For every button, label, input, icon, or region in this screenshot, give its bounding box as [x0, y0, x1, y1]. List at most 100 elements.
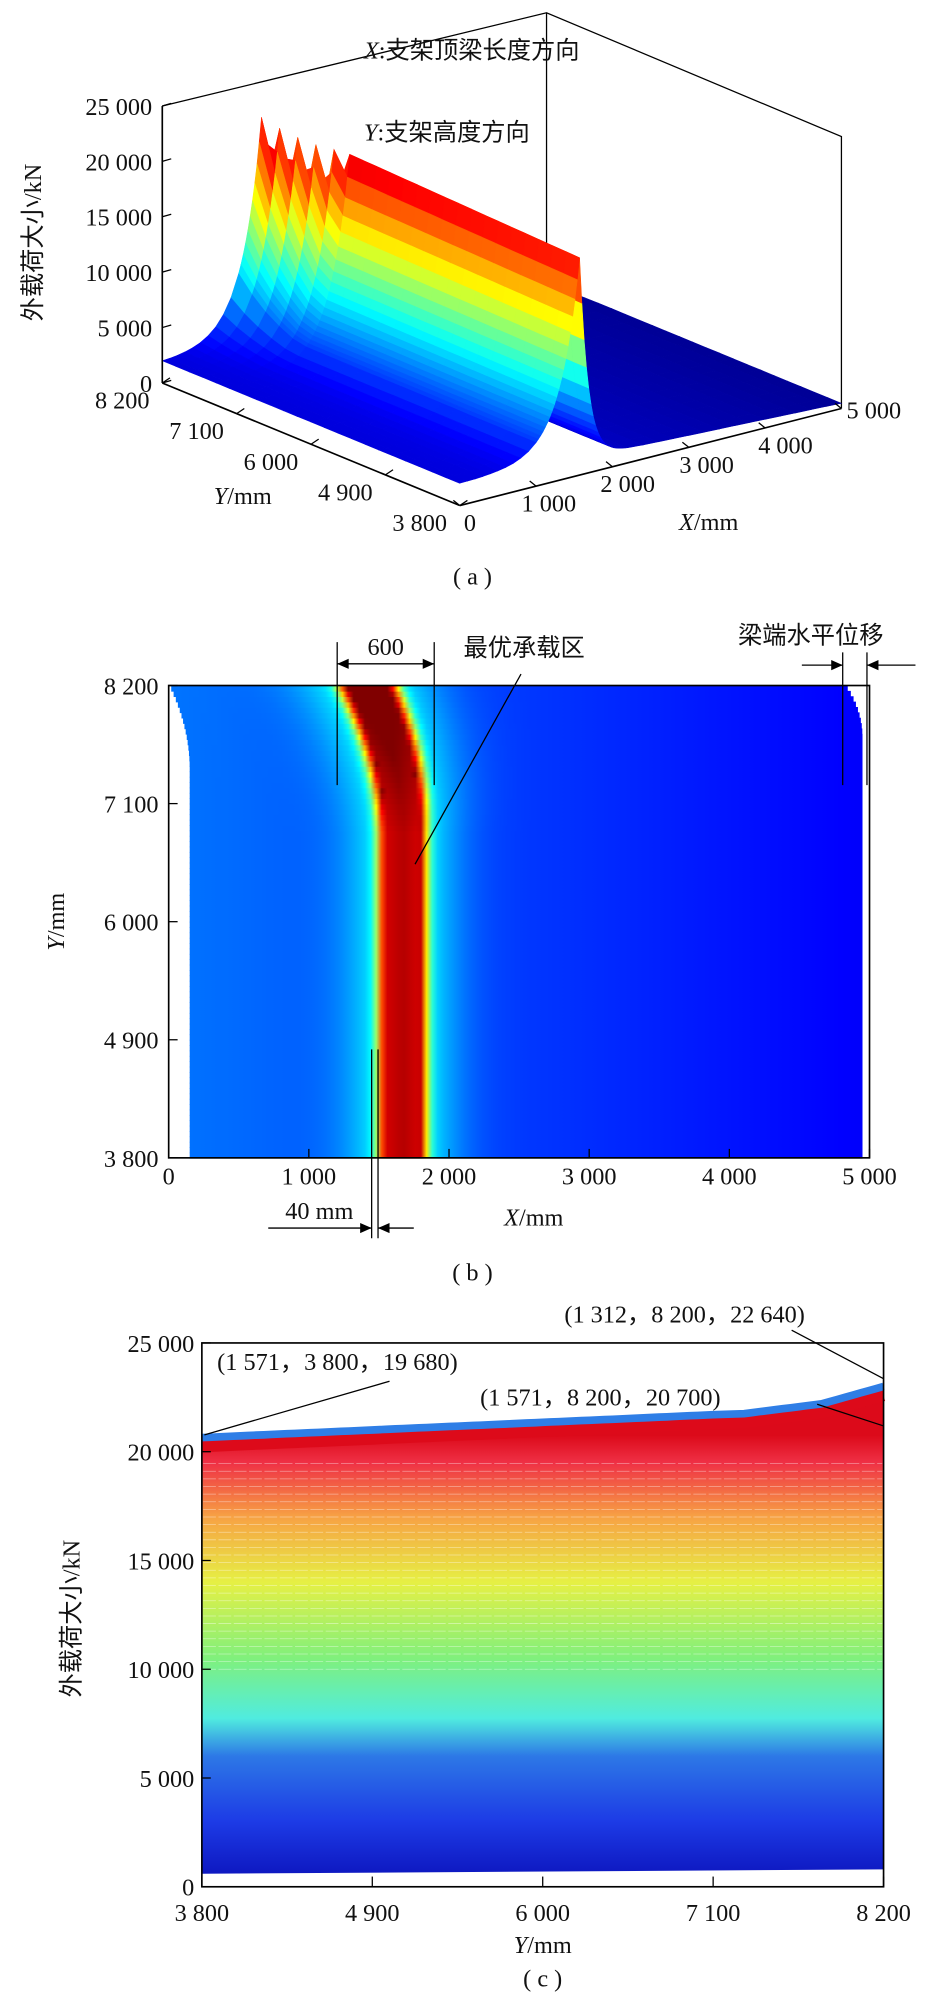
y-tick-label: 5 000 [140, 1766, 195, 1793]
x-tick-label: 4 900 [345, 1900, 400, 1927]
heatmap-row [189, 1012, 863, 1020]
heatmap-row [189, 787, 863, 794]
heatmap-row [189, 862, 863, 869]
panel-c-side-view: 3 800 4 900 6 000 7 100 8 200 0 5 000 10 000 15 … [58, 1302, 911, 1993]
heatmap-row [189, 1104, 863, 1111]
heatmap-row [189, 927, 863, 934]
z-tick-label: 5 000 [98, 316, 153, 343]
x-axis-label-unit: /mm [519, 1205, 564, 1232]
heatmap-row [189, 1050, 863, 1057]
heatmap-row [185, 728, 863, 735]
heatmap-row [189, 1141, 863, 1148]
heatmap-row [189, 782, 863, 789]
optimal-zone-label: 最优承载区 [464, 635, 585, 662]
heatmap-row [183, 717, 861, 724]
y-axis-label-var: Y [43, 935, 70, 951]
heatmap-row [189, 1120, 863, 1127]
y-tick [236, 407, 245, 415]
z-tick [162, 213, 172, 218]
heatmap-row [189, 1002, 863, 1009]
heatmap-row [189, 819, 863, 826]
annotation-peak-8200-max: (1 312，8 200，22 640) [564, 1302, 884, 1380]
annotation-label: (1 312，8 200，22 640) [564, 1302, 804, 1329]
x-tick-label: 2 000 [422, 1164, 477, 1191]
legend-y-desc: :支架高度方向 [377, 119, 529, 146]
z-tick-label: 25 000 [85, 94, 152, 121]
x-axis-label-var: X [678, 509, 695, 536]
heatmap-row [189, 1066, 863, 1073]
heatmap-row [189, 986, 863, 993]
svg-text:Y/mm: Y/mm [43, 893, 70, 951]
heatmap-row [173, 690, 851, 698]
heatmap-row [189, 948, 863, 955]
y-tick-label: 10 000 [128, 1657, 195, 1684]
heatmap-row [177, 701, 856, 708]
y-axis-label-var: Y [214, 483, 230, 510]
y-tick-label: 3 800 [104, 1146, 159, 1173]
heatmap-row [189, 873, 863, 880]
y-tick-label: 7 100 [169, 418, 224, 445]
legend-x-desc: :支架顶梁长度方向 [379, 38, 580, 65]
legend-y-var: Y [364, 119, 380, 146]
heatmap-row [189, 1098, 863, 1105]
x-tick-label: 3 800 [175, 1900, 230, 1927]
y-tick-label: 6 000 [104, 910, 159, 937]
y-tick-label: 15 000 [128, 1548, 195, 1575]
heatmap-row [189, 991, 863, 998]
x-axis-label-unit: /mm [694, 509, 739, 536]
x-tick [452, 499, 461, 507]
heatmap-row [189, 755, 863, 762]
heatmap-row [189, 1136, 863, 1143]
heatmap-row [189, 1039, 863, 1046]
shift-40mm-annotation: 40 mm [268, 1049, 414, 1239]
z-tick [162, 268, 172, 273]
y-tick [310, 438, 320, 445]
heatmap-row [189, 808, 863, 816]
legend: X:支架顶梁长度方向 Y:支架高度方向 [363, 38, 580, 147]
y-axis-label: 外载荷大小/kN [58, 1540, 85, 1698]
heatmap-row [189, 1018, 863, 1025]
heatmap-row [189, 969, 863, 977]
surface-mesh [161, 117, 843, 484]
annotation-peak-3800: (1 571，3 800，19 680) [204, 1349, 458, 1436]
heatmap-row [189, 1045, 863, 1052]
heatmap-row [189, 830, 863, 837]
annotation-label: (1 571，3 800，19 680) [217, 1349, 457, 1376]
y-tick-label: 3 800 [392, 510, 447, 537]
heatmap-row [189, 771, 863, 778]
heatmap-row [181, 712, 860, 719]
y-tick-label: 4 900 [318, 479, 373, 506]
x-axis-label-var: X [503, 1205, 520, 1232]
heatmap-row [189, 1007, 863, 1014]
red-envelope-band [201, 1389, 886, 1453]
x-tick-label: 0 [163, 1164, 175, 1191]
annotation-peak-8200: (1 571，8 200，20 700) [480, 1385, 884, 1427]
y-tick-label: 25 000 [128, 1331, 195, 1358]
svg-text:Y:支架高度方向: Y:支架高度方向 [364, 119, 530, 146]
heatmap-row [189, 959, 863, 966]
mesh-lines [203, 1463, 883, 1670]
y-axis-label-unit: /mm [43, 893, 70, 938]
y-tick-label: 20 000 [128, 1440, 195, 1467]
x-tick-label: 1 000 [282, 1164, 337, 1191]
heatmap-row [189, 846, 863, 853]
heatmap-row [189, 932, 863, 939]
z-axis-label: 外载荷大小/kN [20, 164, 47, 322]
z-tick [162, 102, 172, 107]
y-tick [385, 469, 394, 476]
heatmap-row [189, 1125, 863, 1132]
heatmap-row [189, 964, 863, 971]
heatmap-row [189, 910, 863, 918]
heatmap-row [189, 841, 863, 848]
heatmap-row [189, 803, 863, 810]
heatmap-row [189, 1082, 863, 1089]
heatmap-row [189, 884, 863, 891]
heatmap-row [189, 1088, 863, 1095]
x-tick-label: 1 000 [522, 491, 577, 518]
panel-b-ticks: 0 1 000 2 000 3 000 4 000 5 000 8 200 7 100 6 00… [104, 673, 897, 1190]
x-tick-label: 5 000 [847, 398, 902, 425]
width-600-annotation: 600 [336, 634, 435, 786]
load-area [201, 1386, 884, 1874]
z-tick-label: 15 000 [85, 205, 152, 232]
